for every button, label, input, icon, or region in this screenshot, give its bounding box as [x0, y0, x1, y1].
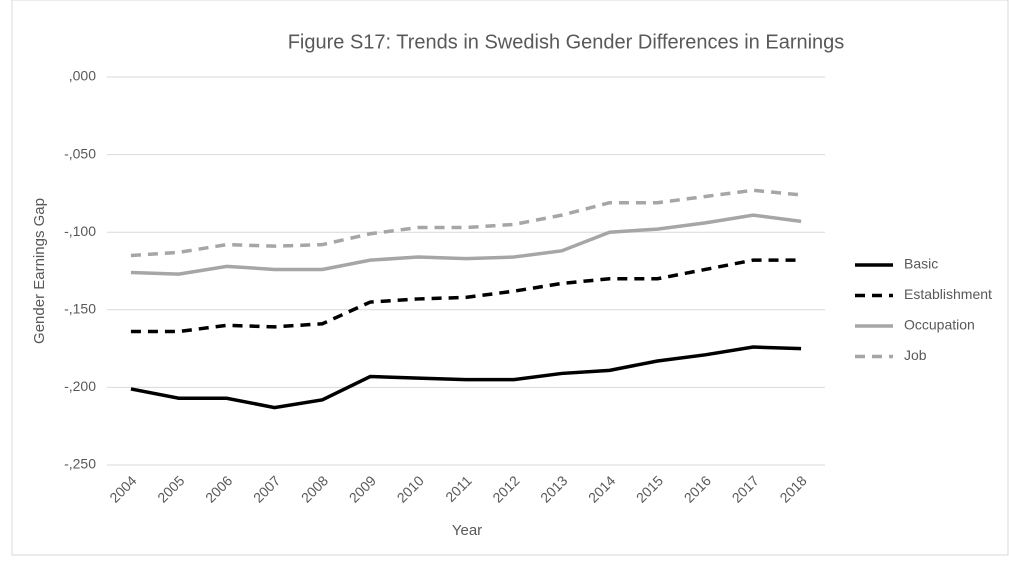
y-tick-label: -,050	[64, 145, 96, 161]
x-axis-label: Year	[452, 522, 482, 539]
legend-label: Basic	[904, 256, 938, 272]
line-series	[130, 188, 802, 258]
x-tick-label: 2011	[442, 472, 475, 505]
chart-border	[11, 0, 1009, 556]
line-series	[130, 345, 802, 410]
y-tick-label: ,000	[69, 68, 96, 84]
x-tick-label: 2018	[776, 472, 809, 505]
x-tick-label: 2015	[633, 472, 666, 505]
line-series	[130, 258, 802, 334]
line-series	[130, 213, 802, 276]
x-tick-label: 2008	[298, 472, 331, 505]
y-axis-label: Gender Earnings Gap	[31, 198, 48, 344]
x-tick-label: 2007	[250, 472, 283, 505]
x-tick-label: 2009	[346, 472, 379, 505]
x-tick-label: 2006	[202, 472, 235, 505]
x-tick-label: 2014	[585, 472, 618, 505]
legend-label: Job	[904, 347, 927, 363]
y-tick-label: -,100	[64, 223, 96, 239]
chart-title: Figure S17: Trends in Swedish Gender Dif…	[288, 31, 845, 53]
x-tick-label: 2012	[489, 472, 522, 505]
x-tick-label: 2016	[681, 472, 714, 505]
x-tick-label: 2013	[537, 472, 570, 505]
legend-label: Occupation	[904, 317, 975, 333]
y-tick-label: -,200	[64, 378, 96, 394]
legend-label: Establishment	[904, 286, 992, 302]
y-tick-label: -,250	[64, 456, 96, 472]
x-tick-label: 2004	[106, 472, 139, 505]
x-tick-label: 2005	[154, 472, 187, 505]
x-tick-label: 2010	[394, 472, 427, 505]
x-tick-label: 2017	[729, 472, 762, 505]
y-tick-label: -,150	[64, 301, 96, 317]
